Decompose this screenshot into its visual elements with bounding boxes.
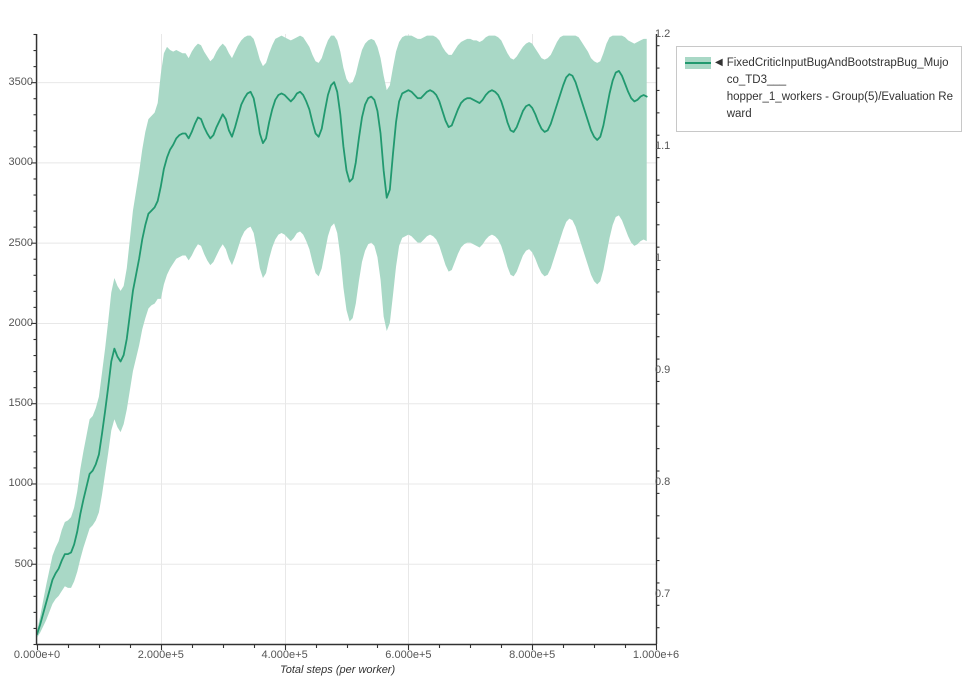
left-axis-ticklabel: 3000 [8,156,33,169]
left-axis-ticklabel: 1500 [8,397,33,410]
left-axis-ticklabel: 2000 [8,316,33,329]
left-axis-ticklabels: 500 1000 1500 2000 2500 3000 3500 [0,0,33,687]
left-axis-ticklabel: 2500 [8,236,33,249]
left-axis-ticklabel: 3500 [8,76,33,89]
right-axis-ticklabel: 0.9 [655,363,671,376]
right-axis-ticklabels: 0.7 0.8 0.9 1 1.1 1.2 [655,0,695,687]
legend-color-swatch [685,57,711,69]
x-axis-ticklabel: 0.000e+0 [13,649,61,661]
left-axis-ticklabel: 1000 [8,477,33,490]
legend-item[interactable]: ◀ FixedCriticInputBugAndBootstrapBug_Muj… [685,55,953,123]
legend-label-line2: hopper_1_workers - Group(5)/Evaluation R… [726,91,953,120]
legend-marker-icon: ◀ [715,57,723,68]
right-axis-ticklabel: 0.8 [655,475,671,488]
x-axis-ticklabel: 1.000e+6 [632,649,680,661]
right-axis-ticklabel: 0.7 [655,587,671,600]
right-axis-ticklabel: 1.1 [655,139,671,152]
legend-label-line1: FixedCriticInputBugAndBootstrapBug_Mujoc… [726,57,949,86]
x-axis-ticklabel: 6.000e+5 [385,649,432,661]
left-axis-ticklabel: 500 [14,557,33,570]
legend-label: FixedCriticInputBugAndBootstrapBug_Mujoc… [727,55,953,123]
right-axis-ticklabel: 1 [655,251,662,264]
x-axis-title: Total steps (per worker) [280,664,396,676]
x-axis-ticklabel: 2.000e+5 [137,649,184,661]
x-axis-ticklabel: 8.000e+5 [509,649,556,661]
legend-box[interactable]: ◀ FixedCriticInputBugAndBootstrapBug_Muj… [676,46,962,132]
right-axis-ticklabel: 1.2 [655,28,671,40]
x-axis-ticklabel: 4.000e+5 [261,649,308,661]
